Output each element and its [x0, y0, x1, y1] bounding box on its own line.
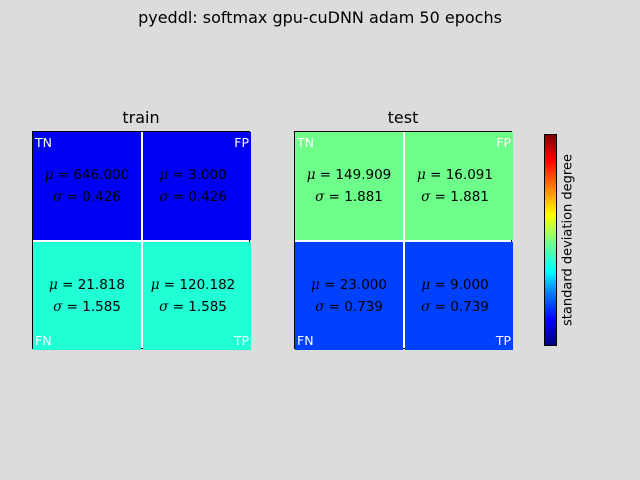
confusion-matrix-test: TN μ = 149.909 σ = 1.881 FP μ = 16.091 σ… — [294, 131, 513, 350]
sigma-value: σ = 0.739 — [315, 299, 383, 315]
mu-value: μ = 16.091 — [417, 167, 493, 183]
label-tp: TP — [495, 333, 511, 348]
label-fn: FN — [35, 333, 52, 348]
cell-train-tn: TN μ = 646.000 σ = 0.426 — [33, 132, 141, 240]
cell-test-fp: FP μ = 16.091 σ = 1.881 — [405, 132, 513, 240]
mu-value: μ = 120.182 — [150, 277, 236, 293]
label-tp: TP — [233, 333, 249, 348]
sigma-value: σ = 0.426 — [53, 189, 121, 205]
cell-train-tp: μ = 120.182 σ = 1.585 TP — [143, 242, 251, 350]
confusion-matrix-train: TN μ = 646.000 σ = 0.426 FP μ = 3.000 σ … — [32, 131, 251, 350]
sigma-value: σ = 1.881 — [315, 189, 383, 205]
label-fp: FP — [234, 135, 249, 150]
grid-line-horizontal — [295, 240, 511, 242]
mu-value: μ = 23.000 — [311, 277, 387, 293]
mu-value: μ = 149.909 — [306, 167, 392, 183]
label-tn: TN — [297, 135, 314, 150]
cell-test-tn: TN μ = 149.909 σ = 1.881 — [295, 132, 403, 240]
sigma-value: σ = 1.881 — [421, 189, 489, 205]
panel-title-test: test — [387, 108, 419, 127]
panel-title-train: train — [122, 108, 160, 127]
cell-train-fn: μ = 21.818 σ = 1.585 FN — [33, 242, 141, 350]
cell-test-tp: μ = 9.000 σ = 0.739 TP — [405, 242, 513, 350]
cell-test-fn: μ = 23.000 σ = 0.739 FN — [295, 242, 403, 350]
mu-value: μ = 3.000 — [159, 167, 227, 183]
sigma-value: σ = 1.585 — [159, 299, 227, 315]
label-fp: FP — [496, 135, 511, 150]
sigma-value: σ = 1.585 — [53, 299, 121, 315]
chart-title: pyeddl: softmax gpu-cuDNN adam 50 epochs — [138, 8, 502, 27]
sigma-value: σ = 0.739 — [421, 299, 489, 315]
grid-line-horizontal — [33, 240, 249, 242]
colorbar-label: standard deviation degree — [560, 154, 576, 326]
mu-value: μ = 646.000 — [44, 167, 130, 183]
mu-value: μ = 21.818 — [49, 277, 125, 293]
cell-train-fp: FP μ = 3.000 σ = 0.426 — [143, 132, 251, 240]
mu-value: μ = 9.000 — [421, 277, 489, 293]
label-tn: TN — [35, 135, 52, 150]
colorbar — [544, 134, 557, 346]
sigma-value: σ = 0.426 — [159, 189, 227, 205]
label-fn: FN — [297, 333, 314, 348]
